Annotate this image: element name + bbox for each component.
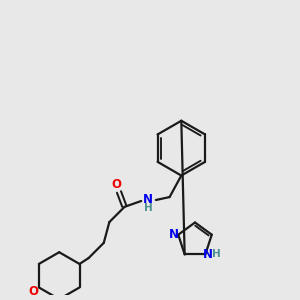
Text: H: H bbox=[144, 203, 152, 213]
Text: N: N bbox=[169, 228, 179, 241]
Text: O: O bbox=[28, 285, 38, 298]
Text: N: N bbox=[203, 248, 213, 261]
Text: H: H bbox=[212, 249, 220, 260]
Text: O: O bbox=[112, 178, 122, 191]
Text: N: N bbox=[143, 193, 153, 206]
